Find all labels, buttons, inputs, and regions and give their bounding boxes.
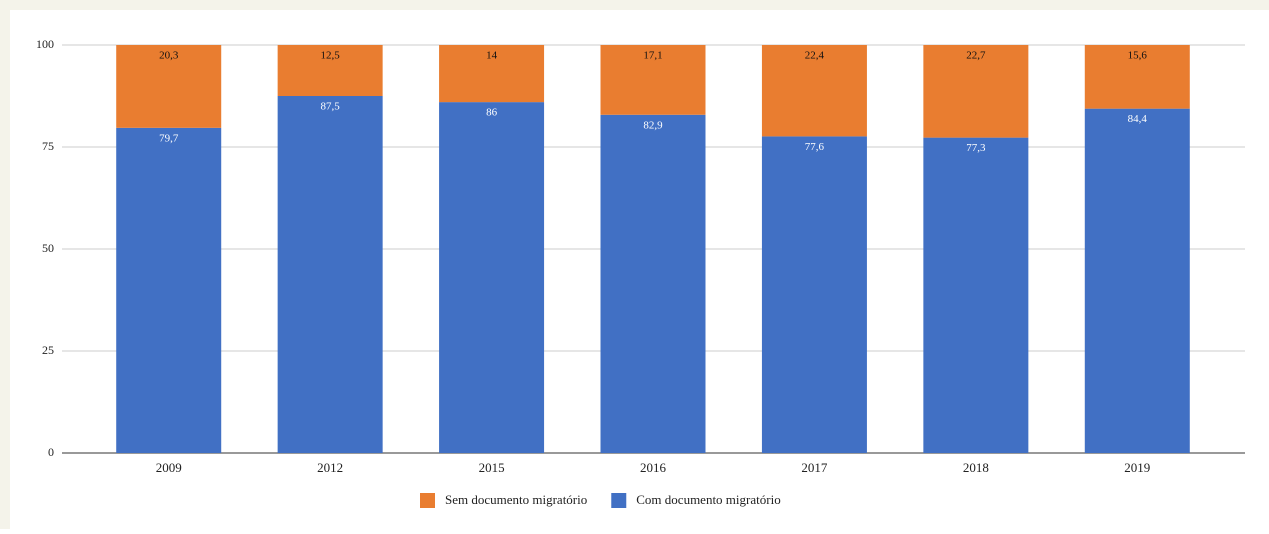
value-label: 77,6 <box>805 141 825 153</box>
value-label: 15,6 <box>1128 50 1148 62</box>
bar-segment <box>761 45 867 137</box>
bar-segment <box>600 114 706 453</box>
value-label: 12,5 <box>321 50 341 62</box>
value-label: 84,4 <box>1128 113 1148 125</box>
y-tick-label: 100 <box>36 37 54 51</box>
bar-segment <box>1084 108 1190 453</box>
value-label: 20,3 <box>159 50 179 62</box>
value-label: 22,4 <box>805 50 825 62</box>
y-tick-label: 25 <box>42 343 54 357</box>
value-label: 22,7 <box>966 50 986 62</box>
legend-swatch <box>611 493 627 508</box>
legend-label: Sem documento migratório <box>445 492 587 507</box>
value-label: 87,5 <box>321 101 341 113</box>
value-label: 77,3 <box>966 142 986 154</box>
bar-segment <box>600 45 706 115</box>
legend-label: Com documento migratório <box>636 492 780 507</box>
value-label: 79,7 <box>159 132 179 144</box>
x-tick-label: 2016 <box>640 460 667 475</box>
value-label: 86 <box>486 107 498 119</box>
y-tick-label: 75 <box>42 139 54 153</box>
bar-segment <box>277 96 383 453</box>
bar-segment <box>761 136 867 453</box>
x-tick-label: 2019 <box>1124 460 1150 475</box>
value-label: 82,9 <box>643 119 663 131</box>
value-label: 14 <box>486 50 498 62</box>
y-tick-label: 50 <box>42 241 54 255</box>
bar-segment <box>1084 45 1190 109</box>
y-tick-label: 0 <box>48 445 54 459</box>
x-tick-label: 2018 <box>963 460 989 475</box>
bar-segment <box>923 137 1029 453</box>
x-tick-label: 2015 <box>479 460 505 475</box>
x-tick-label: 2009 <box>156 460 182 475</box>
value-label: 17,1 <box>643 50 662 62</box>
bar-segment <box>923 45 1029 138</box>
bar-segment <box>439 45 545 103</box>
bar-segment <box>116 45 222 128</box>
bar-segment <box>439 102 545 454</box>
bar-segment <box>116 127 222 453</box>
x-tick-label: 2017 <box>801 460 828 475</box>
x-tick-label: 2012 <box>317 460 343 475</box>
legend-swatch <box>420 493 435 508</box>
bar-segment <box>277 45 383 96</box>
